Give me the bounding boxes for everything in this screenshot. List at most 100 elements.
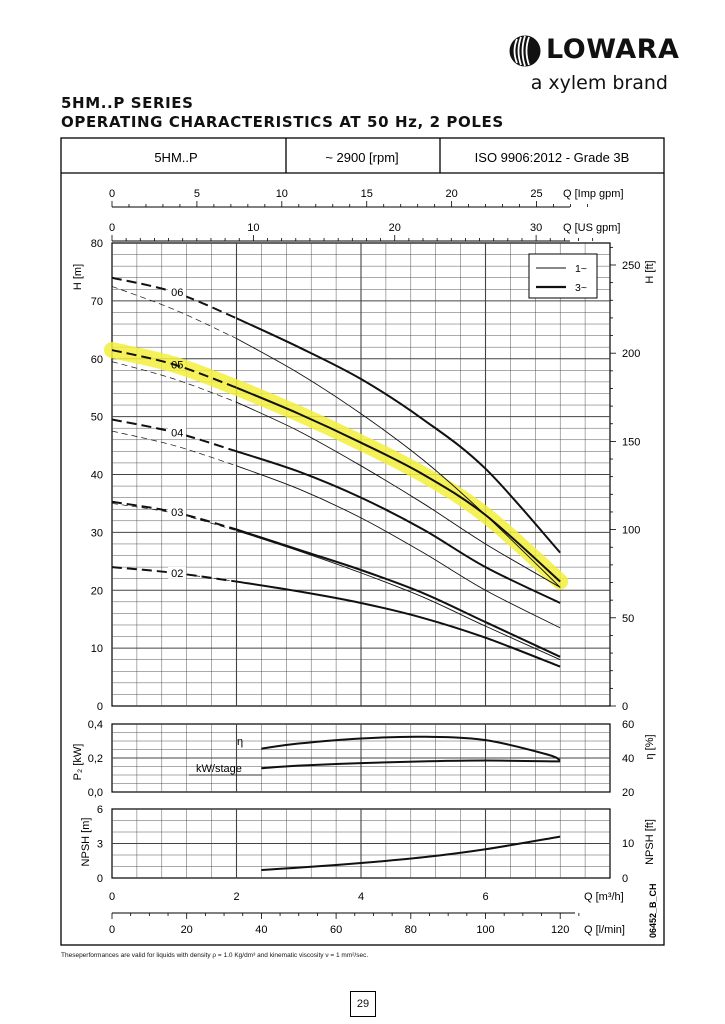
legend-label-3phase: 3~ <box>575 282 587 294</box>
head-tick-label: 30 <box>91 527 103 539</box>
lowara-logo-icon <box>509 35 541 67</box>
head-tick-label: 80 <box>91 238 103 250</box>
head-curve-1phase-dashed-05 <box>111 361 237 403</box>
axis-label-npsh-m: NPSH [m] <box>80 818 92 867</box>
tick-labels: 0 5 10 15 20 250 10 20 3001020304050607080050100… <box>88 188 641 936</box>
lmin-tick-label: 60 <box>330 924 342 936</box>
doc-code: 06452_B_CH <box>648 883 658 938</box>
head-curve-3phase-06 <box>236 317 561 554</box>
head-curve-1phase-04 <box>236 465 561 629</box>
efficiency-tick-label: 60 <box>622 719 634 731</box>
axis-label-imp-gpm: Q [Imp gpm] <box>563 188 624 200</box>
grid <box>112 243 610 878</box>
imp-gpm-tick-label: 10 <box>276 188 288 200</box>
m3h-tick-label: 4 <box>358 891 364 903</box>
head-curve-1phase-dashed-02 <box>174 572 299 592</box>
page-number: 29 <box>350 991 376 1017</box>
efficiency-curve-label: η <box>237 736 243 748</box>
stage-label-05: 05 <box>171 360 183 372</box>
head-tick-label: 0 <box>97 701 103 713</box>
head-ft-tick-label: 200 <box>622 348 640 360</box>
head-curve-3phase-05 <box>236 386 561 583</box>
stage-label-03: 03 <box>171 507 183 519</box>
header-standard: ISO 9906:2012 - Grade 3B <box>475 150 630 165</box>
footnote: Theseperformances are valid for liquids … <box>61 952 369 959</box>
brand-block: LOWARA a xylem brand <box>508 30 679 100</box>
head-ft-tick-label: 150 <box>622 436 640 448</box>
us-gpm-tick-label: 20 <box>389 222 401 234</box>
npsh-tick-label: 6 <box>97 804 103 816</box>
header-speed: ~ 2900 [rpm] <box>325 150 398 165</box>
stage-label-bg <box>168 286 187 299</box>
efficiency-tick-label: 20 <box>622 787 634 799</box>
lmin-tick-label: 0 <box>109 924 115 936</box>
power-tick-label: 0,4 <box>88 719 103 731</box>
page-title: 5HM..P SERIES <box>61 94 194 112</box>
npsh-curve <box>261 835 561 871</box>
axis-label-npsh-ft: NPSH [ft] <box>644 819 656 865</box>
head-tick-label: 50 <box>91 412 103 424</box>
head-ft-tick-label: 0 <box>622 701 628 713</box>
lmin-tick-label: 80 <box>405 924 417 936</box>
imp-gpm-tick-label: 0 <box>109 188 115 200</box>
efficiency-tick-label: 40 <box>622 753 634 765</box>
stage-label-04: 04 <box>171 427 183 439</box>
head-curve-3phase-dashed-05 <box>111 349 237 389</box>
npsh-ft-tick-label: 10 <box>622 838 634 850</box>
lmin-tick-label: 20 <box>181 924 193 936</box>
m3h-tick-label: 0 <box>109 891 115 903</box>
power-curve-label: kW/stage <box>196 763 242 775</box>
curves: 02 03 04 05 06 <box>104 276 569 871</box>
imp-gpm-tick-label: 5 <box>194 188 200 200</box>
chart-frame <box>60 137 665 946</box>
head-curve-1phase-03 <box>236 530 561 661</box>
head-curve-1phase-dashed-06 <box>111 286 237 339</box>
head-tick-label: 40 <box>91 470 103 482</box>
power-tick-label: 0,2 <box>88 753 103 765</box>
head-ft-tick-label: 50 <box>622 613 634 625</box>
head-curve-1phase-dashed-04 <box>111 430 237 467</box>
head-tick-label: 70 <box>91 296 103 308</box>
axis-label-power: P₂ [kW] <box>72 744 84 781</box>
us-gpm-tick-label: 30 <box>530 222 542 234</box>
page-subtitle: OPERATING CHARACTERISTICS AT 50 Hz, 2 PO… <box>61 113 504 131</box>
head-ft-tick-label: 100 <box>622 525 640 537</box>
stage-label-bg <box>168 566 187 579</box>
legend-box <box>528 253 598 299</box>
brand-tagline: a xylem brand <box>530 72 668 94</box>
head-tick-label: 60 <box>91 354 103 366</box>
npsh-tick-label: 0 <box>97 873 103 885</box>
head-curve-3phase-03 <box>236 528 561 658</box>
imp-gpm-tick-label: 20 <box>446 188 458 200</box>
header-model: 5HM..P <box>154 150 197 165</box>
head-tick-label: 20 <box>91 585 103 597</box>
stage-label-bg <box>168 506 187 519</box>
axis-label-lmin: Q [l/min] <box>584 924 625 936</box>
head-curve-3phase-02 <box>236 580 561 668</box>
power-tick-label: 0,0 <box>88 787 103 799</box>
lmin-tick-label: 100 <box>476 924 494 936</box>
brand-name: LOWARA <box>546 34 680 65</box>
axis-label-head-m: H [m] <box>72 264 84 290</box>
stage-label-02: 02 <box>171 568 183 580</box>
efficiency-curve <box>261 735 561 762</box>
us-gpm-tick-label: 10 <box>247 222 259 234</box>
us-gpm-tick-label: 0 <box>109 222 115 234</box>
head-curve-1phase-02 <box>298 590 561 668</box>
power-curve <box>261 759 561 770</box>
axis-label-head-ft: H [ft] <box>644 260 656 283</box>
stage-label-06: 06 <box>171 287 183 299</box>
npsh-tick-label: 3 <box>97 839 103 851</box>
imp-gpm-tick-label: 15 <box>361 188 373 200</box>
head-curve-3phase-04 <box>236 450 561 604</box>
axis-label-us-gpm: Q [US gpm] <box>563 222 620 234</box>
lmin-tick-label: 120 <box>551 924 569 936</box>
imp-gpm-tick-label: 25 <box>530 188 542 200</box>
head-ft-tick-label: 250 <box>622 260 640 272</box>
lmin-tick-label: 40 <box>255 924 267 936</box>
head-curve-1phase-05 <box>236 401 561 588</box>
axis-label-m3h: Q [m³/h] <box>584 891 624 903</box>
stage-label-bg <box>168 426 187 439</box>
m3h-tick-label: 2 <box>233 891 239 903</box>
